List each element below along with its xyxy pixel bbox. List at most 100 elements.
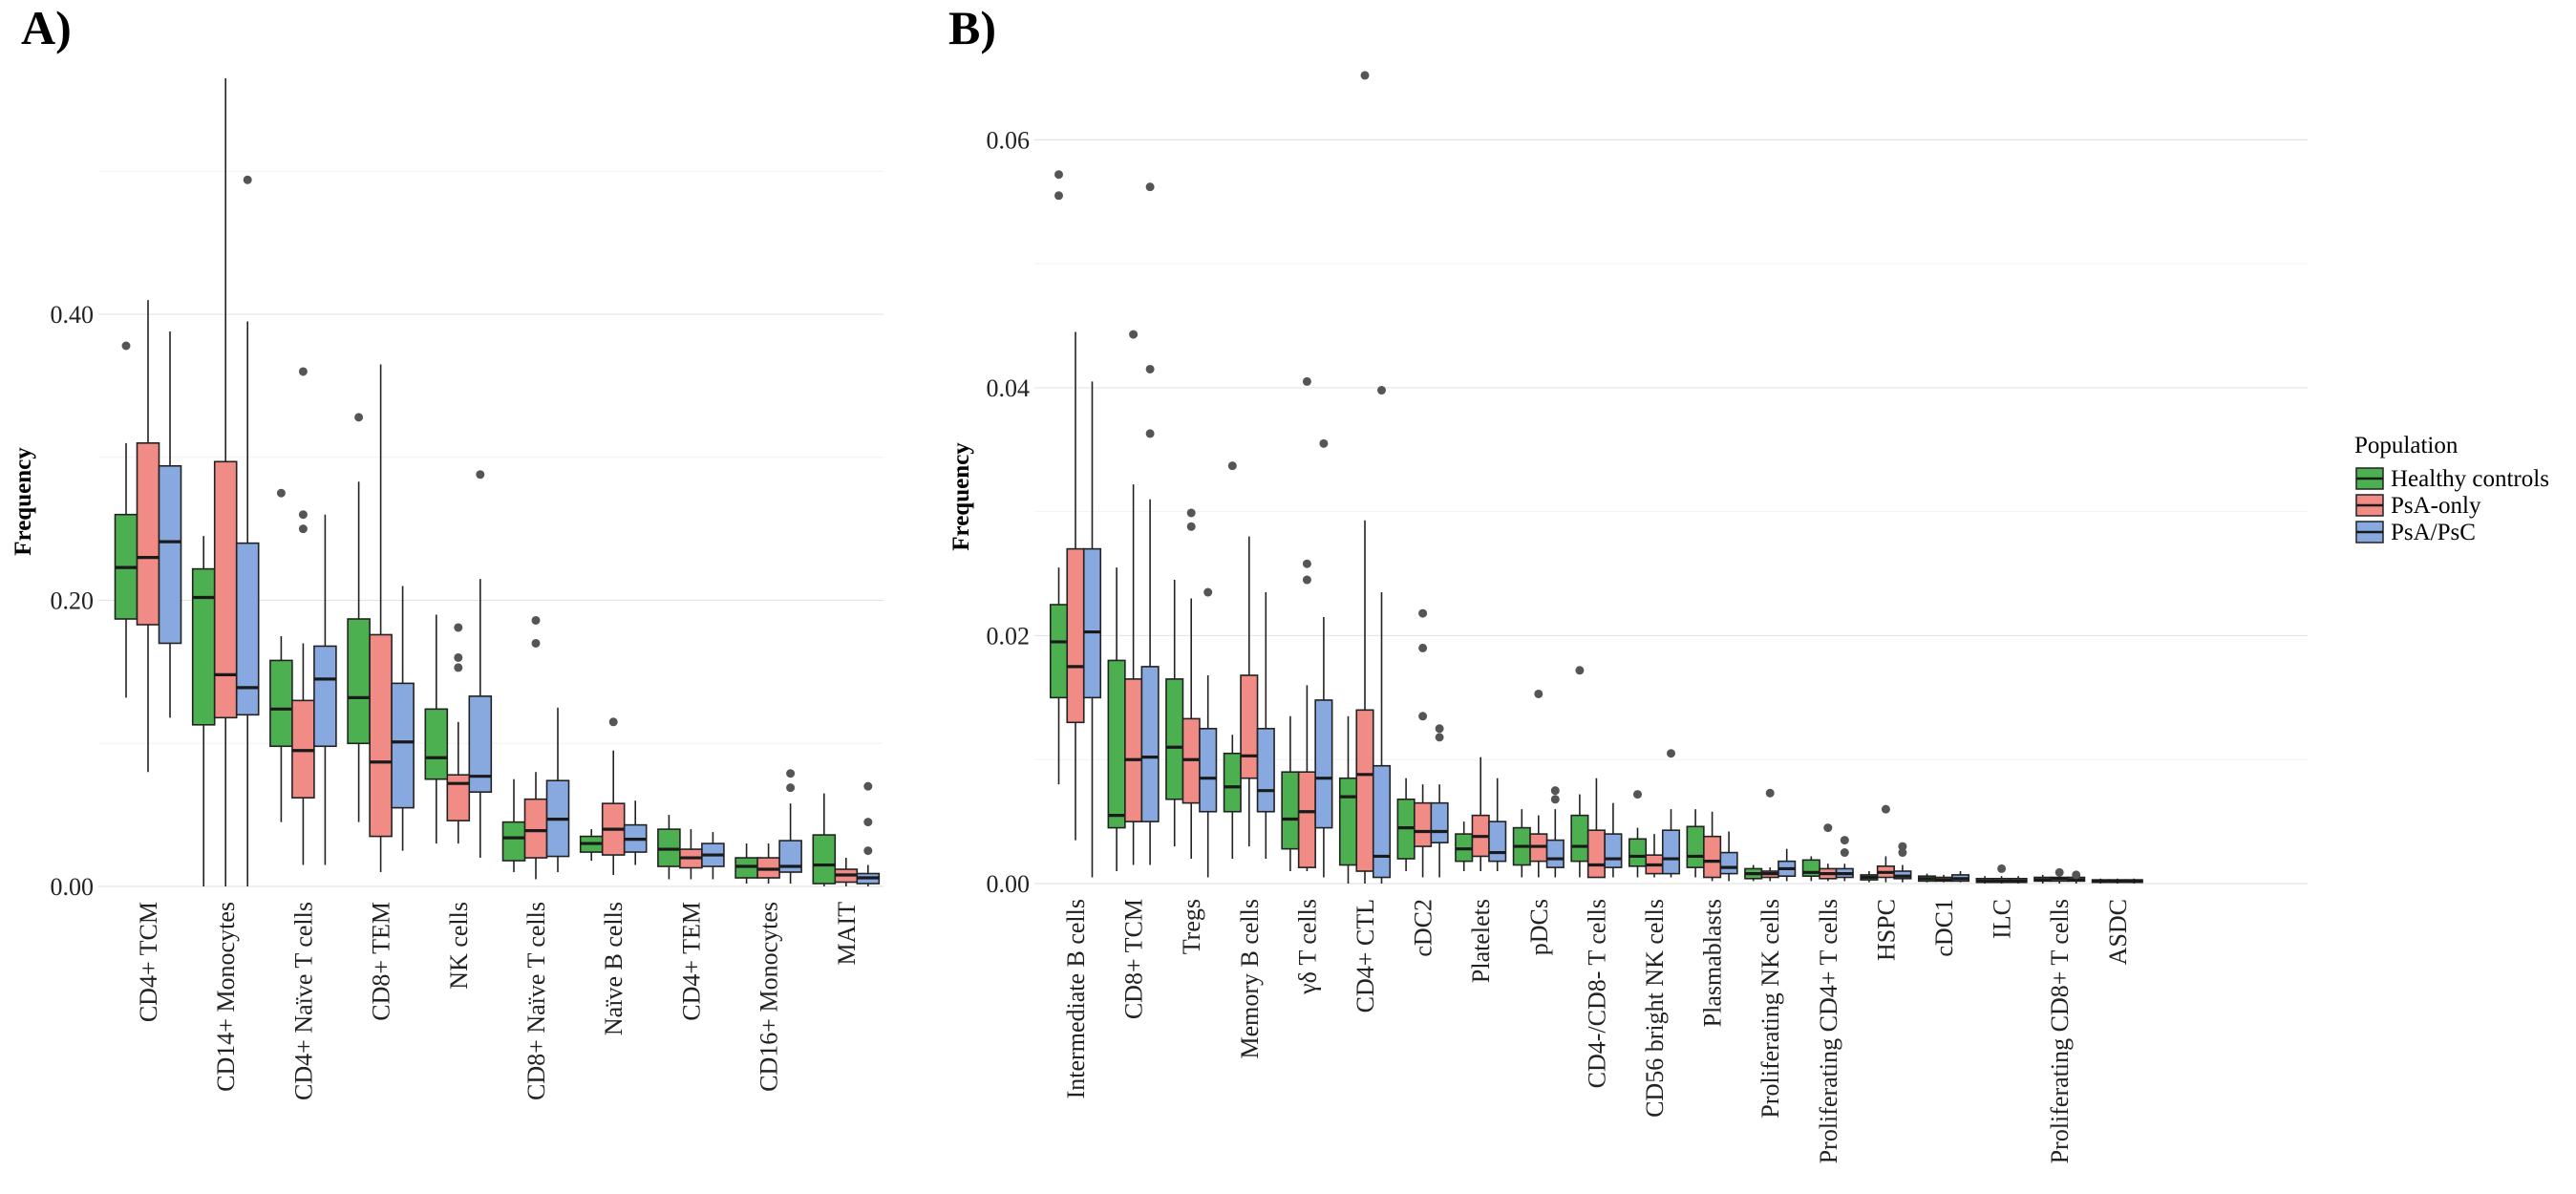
x-tick-label-cd4-tem: CD4+ TEM — [677, 902, 705, 1021]
legend-item-psa-only: PsA-only — [2355, 493, 2481, 519]
box-cd4-ctl-healthy-controls — [1338, 715, 1358, 884]
legend-label: Healthy controls — [2391, 466, 2549, 492]
outlier-point — [454, 663, 463, 672]
box-cd4-ctl-psa-psc — [1372, 386, 1392, 884]
outlier-point — [1823, 823, 1833, 833]
outlier-point — [1418, 643, 1428, 652]
box-intermediate-b-cells-healthy-controls — [1049, 170, 1069, 785]
legend-label: PsA/PsC — [2391, 520, 2476, 545]
box-body — [468, 695, 493, 793]
outlier-point — [1227, 461, 1237, 471]
box-ilc-psa-only — [1992, 864, 2012, 884]
legend-item-healthy-controls: Healthy controls — [2355, 466, 2549, 492]
box-hspc-psa-only — [1876, 804, 1895, 883]
panel-a: 0.00 0.20 0.40 A) Frequency CD4+ TCM CD14+ Mon… — [11, 1, 884, 1100]
outlier-point — [531, 615, 541, 625]
box-body — [1488, 821, 1507, 863]
outlier-point — [1898, 848, 1907, 858]
outlier-point — [1575, 666, 1585, 675]
box-cd8-tem-psa-psc — [391, 586, 415, 851]
outlier-point — [454, 652, 463, 662]
outlier-point — [298, 510, 308, 520]
box-body — [1430, 801, 1449, 843]
box-body — [391, 682, 415, 809]
box-cd4-cd8-t-cells-psa-psc — [1604, 802, 1623, 878]
outlier-point — [1302, 575, 1311, 585]
x-tick-label-gamma-delta-t-cells: γδ T cells — [1293, 899, 1321, 995]
x-tick-label-cd8-tcm: CD8+ TCM — [1120, 899, 1148, 1019]
box-body — [1256, 727, 1275, 813]
box-na-ve-b-cells-psa-psc — [623, 800, 648, 865]
outlier-point — [1145, 429, 1155, 438]
box-body — [523, 798, 548, 859]
outlier-point — [354, 413, 364, 422]
box-memory-b-cells-psa-only — [1240, 536, 1259, 847]
x-tick-label-mait: MAIT — [833, 902, 861, 966]
box-plasmablasts-psa-only — [1703, 811, 1722, 882]
box-cd8-tcm-healthy-controls — [1107, 567, 1126, 872]
box-body — [1165, 678, 1184, 800]
box-platelets-psa-psc — [1488, 778, 1507, 872]
outlier-point — [1765, 788, 1775, 798]
box-body — [1628, 838, 1648, 867]
outlier-point — [276, 488, 286, 498]
box-tregs-healthy-controls — [1165, 580, 1184, 847]
outlier-point — [1435, 733, 1444, 742]
box-cd8-tcm-psa-psc — [1140, 182, 1160, 865]
box-proliferating-cd8-t-cells-psa-only — [2050, 867, 2069, 884]
x-tick-label-plasmablasts: Plasmablasts — [1699, 899, 1727, 1027]
outlier-point — [298, 367, 308, 376]
box-cd8-na-ve-t-cells-psa-psc — [545, 707, 570, 873]
box-body — [1604, 833, 1623, 868]
box-cd8-tem-healthy-controls — [347, 413, 371, 822]
box-cd56-bright-nk-cells-psa-only — [1645, 834, 1664, 878]
x-tick-label-cdc2: cDC2 — [1410, 899, 1437, 957]
box-body — [1414, 801, 1433, 847]
box-cdc1-psa-only — [1934, 874, 1953, 883]
box-body — [1281, 771, 1300, 850]
outlier-point — [1997, 864, 2007, 873]
box-mait-psa-only — [834, 858, 859, 886]
x-tick-label-asdc: ASDC — [2104, 899, 2132, 965]
outlier-point — [1840, 836, 1849, 845]
panel-b: 0.00 0.02 0.04 0.06 B) Frequency Intermediate … — [948, 1, 2308, 1163]
box-body — [1570, 814, 1589, 863]
x-tick-label-pdcs: pDCs — [1525, 899, 1553, 955]
outlier-point — [1360, 71, 1370, 80]
legend: Population Healthy controlsPsA-onlyPsA/Ps… — [2354, 433, 2549, 545]
box-na-ve-b-cells-healthy-controls — [579, 829, 604, 862]
box-cd4-na-ve-t-cells-healthy-controls — [269, 488, 293, 822]
box-body — [1355, 709, 1374, 872]
x-tick-label-intermediate-b-cells: Intermediate B cells — [1062, 899, 1090, 1098]
box-body — [424, 708, 449, 780]
box-proliferating-nk-cells-healthy-controls — [1744, 864, 1763, 882]
box-ilc-psa-psc — [2009, 876, 2028, 884]
box-cd14-monocytes-healthy-controls — [191, 536, 216, 886]
box-proliferating-cd4-t-cells-healthy-controls — [1801, 856, 1820, 882]
box-gamma-delta-t-cells-psa-psc — [1314, 438, 1333, 878]
box-body — [213, 460, 238, 719]
x-tick-label-nk-cells: NK cells — [445, 902, 473, 990]
box-body — [1107, 659, 1126, 829]
x-tick-label-memory-b-cells: Memory B cells — [1236, 899, 1264, 1059]
box-cd4-cd8-t-cells-psa-only — [1586, 778, 1606, 879]
box-memory-b-cells-psa-psc — [1256, 592, 1275, 860]
box-body — [136, 442, 160, 626]
y-tick-label: 0.02 — [987, 622, 1031, 650]
box-hspc-healthy-controls — [1860, 871, 1879, 883]
box-intermediate-b-cells-psa-only — [1066, 331, 1085, 841]
box-body — [1372, 764, 1392, 879]
x-tick-label-cd14-monocytes: CD14+ Monocytes — [212, 902, 240, 1092]
box-body — [1338, 777, 1358, 866]
x-tick-label-cd4-na-ve-t-cells: CD4+ Naïve T cells — [289, 902, 317, 1100]
box-body — [446, 774, 471, 821]
box-body — [191, 567, 216, 726]
box-cdc2-psa-psc — [1430, 724, 1449, 878]
box-cd4-tem-psa-psc — [701, 832, 725, 880]
x-tick-label-cd56-bright-nk-cells: CD56 bright NK cells — [1641, 899, 1669, 1118]
box-gamma-delta-t-cells-healthy-controls — [1281, 715, 1300, 872]
outlier-point — [531, 638, 541, 648]
box-body — [235, 542, 260, 716]
box-platelets-psa-only — [1471, 757, 1490, 872]
